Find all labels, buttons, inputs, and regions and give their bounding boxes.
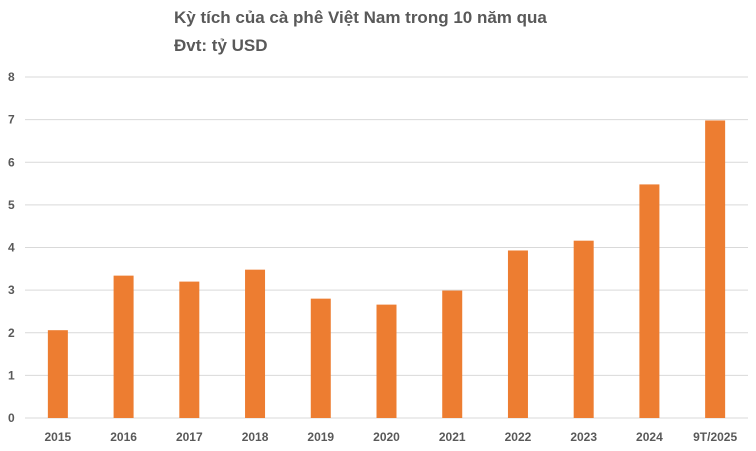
x-tick-label: 9T/2025 bbox=[693, 430, 737, 444]
bar-2022 bbox=[507, 250, 528, 418]
y-tick-label: 3 bbox=[8, 283, 15, 297]
x-tick-label: 2017 bbox=[176, 430, 203, 444]
y-tick-label: 1 bbox=[8, 368, 15, 382]
x-tick-label: 2022 bbox=[505, 430, 532, 444]
chart-subtitle: Đvt: tỷ USD bbox=[174, 36, 268, 55]
y-tick-label: 5 bbox=[8, 198, 15, 212]
x-tick-label: 2024 bbox=[636, 430, 663, 444]
y-tick-label: 0 bbox=[8, 411, 15, 425]
bar-2021 bbox=[442, 290, 463, 418]
y-tick-label: 8 bbox=[8, 70, 15, 84]
x-tick-label: 2023 bbox=[570, 430, 597, 444]
bar-2015 bbox=[47, 330, 68, 418]
y-tick-label: 6 bbox=[8, 155, 15, 169]
y-tick-label: 4 bbox=[8, 241, 15, 255]
bar-2023 bbox=[573, 240, 594, 418]
bar-2018 bbox=[245, 269, 266, 418]
y-tick-label: 7 bbox=[8, 113, 15, 127]
bar-2020 bbox=[376, 304, 397, 418]
bar-9T/2025 bbox=[705, 120, 726, 418]
bar-2019 bbox=[310, 298, 331, 418]
y-tick-label: 2 bbox=[8, 326, 15, 340]
x-tick-label: 2018 bbox=[242, 430, 269, 444]
x-tick-label: 2021 bbox=[439, 430, 466, 444]
chart-title: Kỳ tích của cà phê Việt Nam trong 10 năm… bbox=[174, 8, 547, 27]
x-tick-label: 2015 bbox=[45, 430, 72, 444]
bar-2017 bbox=[179, 281, 200, 418]
x-tick-label: 2020 bbox=[373, 430, 400, 444]
bar-2024 bbox=[639, 184, 660, 418]
x-tick-label: 2019 bbox=[307, 430, 334, 444]
bar-2016 bbox=[113, 275, 134, 418]
x-tick-label: 2016 bbox=[110, 430, 137, 444]
